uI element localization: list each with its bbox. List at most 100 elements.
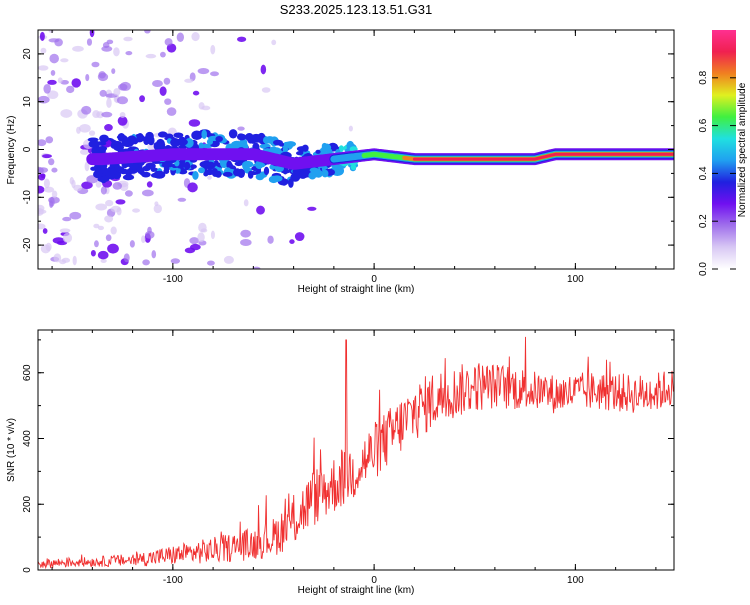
snr-xtick-label: 100: [567, 575, 584, 586]
spectrogram-ridge-blob: [121, 137, 132, 148]
spectrogram-noise-blob: [97, 250, 109, 260]
colorbar-tick-label: 0.0: [698, 262, 709, 276]
spectrogram-noise-blob: [40, 47, 47, 54]
spectrogram-noise-blob: [176, 32, 185, 42]
spectrogram-noise-blob: [113, 88, 121, 96]
spectrogram-ridge-blob: [163, 168, 170, 175]
spectrogram-noise-blob: [348, 125, 353, 132]
spectrogram-ridge-blob: [190, 164, 197, 169]
spectrogram-noise-blob: [261, 87, 271, 93]
spectrogram-ridge-blob: [157, 131, 168, 138]
spectrogram-noise-blob: [197, 232, 205, 243]
spectrogram-noise-blob: [38, 65, 49, 71]
spectrogram-noise-blob: [38, 139, 47, 147]
colorbar-ticks: 0.0 0.2 0.4 0.6 0.8: [698, 70, 736, 276]
spectrogram-noise-blob: [198, 222, 207, 233]
colorbar-tick-label: 0.2: [698, 214, 709, 228]
spectrogram-ridge-blob: [145, 131, 154, 141]
spectrogram-noise-blob: [48, 30, 54, 33]
spectrogram-ridge-blob: [215, 136, 224, 142]
spectrogram-ridge-blob: [151, 167, 159, 172]
spectrogram-noise-blob: [73, 184, 83, 192]
spectrogram-noise-blob: [146, 181, 153, 188]
spectrogram-noise-blob: [100, 258, 107, 263]
spectrogram-noise-blob: [107, 243, 119, 254]
spectrogram-ridge-blob: [206, 138, 214, 145]
spectrogram-noise-blob: [132, 208, 141, 213]
spectrogram-ridge-blob: [137, 163, 143, 174]
spectrogram-noise-blob: [256, 205, 265, 215]
snr-xlabel: Height of straight line (km): [298, 585, 415, 596]
spectrogram-noise-blob: [164, 38, 173, 46]
spectrogram-noise-blob: [99, 89, 107, 97]
spectrogram-ridge-blob: [222, 171, 233, 177]
spectrogram-noise-blob: [88, 130, 96, 136]
spectrogram-noise-blob: [43, 186, 55, 193]
spectrogram-ridge-band: [412, 152, 674, 161]
spectrogram-noise-blob: [101, 111, 113, 118]
spectrogram-ridge-blob: [228, 129, 238, 139]
spectrogram-noise-blob: [89, 30, 95, 38]
spectrogram-ridge-blob: [153, 143, 166, 151]
spectrogram-noise-blob: [189, 72, 196, 82]
spectrogram-noise-blob: [153, 204, 162, 214]
spectrogram-ridge-blob: [173, 132, 184, 138]
spectrogram-ridge-blob: [321, 148, 327, 153]
spectrogram-noise-blob: [47, 79, 57, 85]
spectrogram-xtick-label: -100: [163, 274, 183, 285]
spectrogram-ridge-blob: [255, 173, 265, 181]
spectrogram-ridge-blob: [259, 162, 266, 168]
colorbar-tick-label: 0.6: [698, 118, 709, 132]
spectrogram-noise-blob: [42, 228, 48, 234]
spectrogram-noise-blob: [95, 203, 108, 211]
spectrogram-noise-blob: [123, 253, 130, 263]
spectrogram-noise-blob: [105, 199, 114, 207]
spectrogram-ridge-blob: [177, 138, 187, 144]
spectrogram-noise-blob: [48, 158, 55, 166]
spectrogram-noise-blob: [104, 124, 113, 132]
spectrogram-noise-blob: [49, 200, 54, 208]
spectrogram-ridge-blob: [88, 140, 100, 148]
spectrogram-ridge-blob: [198, 167, 205, 174]
spectrogram-noise-blob: [84, 161, 90, 172]
spectrogram-noise-blob: [129, 240, 135, 248]
spectrogram-noise-blob: [113, 47, 120, 57]
spectrogram-noise-blob: [190, 243, 201, 251]
snr-panel: -100 0 100 0 200 400 600 Height of straight li…: [6, 329, 675, 596]
colorbar-gradient: [712, 30, 736, 269]
spectrogram-noise-blob: [90, 249, 96, 257]
spectrogram-noise-blob: [144, 30, 151, 34]
spectrogram-noise-blob: [53, 253, 62, 263]
spectrogram-noise-blob: [294, 232, 305, 242]
spectrogram-noise-blob: [79, 149, 90, 155]
spectrogram-ridge-blob: [105, 173, 117, 180]
spectrogram-ridge-blob: [262, 136, 271, 144]
spectrogram-ridge-blob: [153, 170, 166, 179]
colorbar-tick-label: 0.8: [698, 70, 709, 84]
spectrogram-noise-blob: [43, 178, 50, 189]
spectrogram-noise-blob: [170, 258, 181, 264]
spectrogram-ridge-blob: [113, 143, 125, 152]
spectrogram-noise-blob: [59, 228, 71, 233]
colorbar: 0.0 0.2 0.4 0.6 0.8 Normalized spectral ampl…: [698, 30, 748, 276]
spectrogram-noise-blob: [45, 136, 54, 144]
spectrogram-ridge-blob: [113, 165, 125, 172]
spectrogram-noise-blob: [115, 199, 126, 205]
snr-ytick-label: 400: [22, 430, 33, 447]
spectrogram-noise-blob: [118, 83, 128, 91]
spectrogram-noise-blob: [38, 185, 45, 194]
colorbar-label: Normalized spectral amplitude: [737, 82, 748, 217]
snr-ylabel: SNR (10 * v/v): [6, 418, 17, 482]
spectrogram-noise-blob: [145, 53, 157, 59]
spectrogram-noise-blob: [260, 64, 267, 75]
spectrogram-noise-blob: [184, 78, 194, 83]
spectrogram-noise-blob: [104, 215, 114, 223]
spectrogram-ridge-blob: [263, 166, 270, 176]
spectrogram-blobs: [38, 30, 359, 269]
spectrogram-noise-blob: [48, 38, 60, 43]
spectrogram-ridge-blob: [178, 144, 188, 149]
spectrogram-noise-blob: [85, 74, 90, 82]
spectrogram-ridge-blob: [201, 129, 208, 139]
spectrogram-xtick-label: 0: [371, 274, 377, 285]
spectrogram-noise-blob: [81, 105, 92, 115]
